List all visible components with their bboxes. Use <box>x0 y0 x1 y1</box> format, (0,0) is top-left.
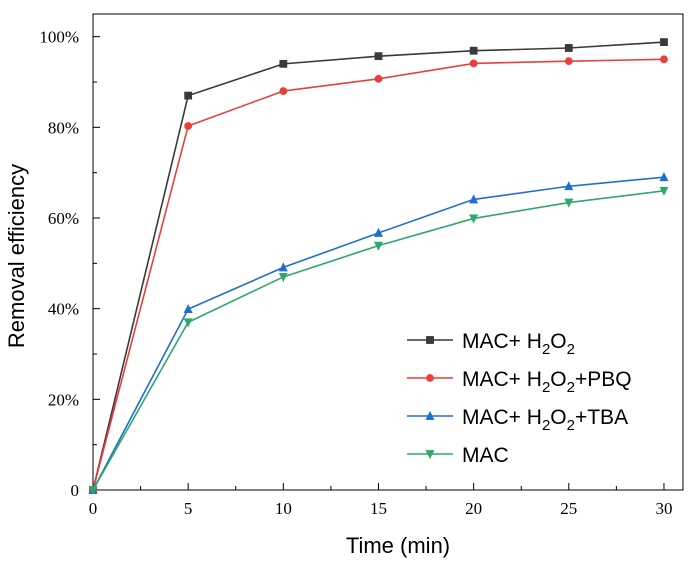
series-layer <box>88 38 669 496</box>
legend-item: MAC+ H2O2 <box>407 330 575 358</box>
legend-marker <box>426 374 434 382</box>
y-tick-label: 80% <box>48 118 79 137</box>
series-4 <box>88 186 669 496</box>
y-tick-label: 0 <box>71 481 80 500</box>
data-point <box>469 59 478 68</box>
legend-subscript: 2 <box>567 379 575 396</box>
legend-subscript: 2 <box>542 379 550 396</box>
x-tick-label: 25 <box>560 499 577 518</box>
data-point <box>374 52 383 61</box>
legend-item: MAC+ H2O2+TBA <box>407 406 628 434</box>
legend-text-part: O <box>550 406 566 429</box>
data-point <box>659 186 669 196</box>
y-tick-label: 40% <box>48 300 79 319</box>
legend-text-part: MAC+ H <box>462 368 542 391</box>
legend-text-part: +TBA <box>575 406 628 429</box>
legend-item: MAC+ H2O2+PBQ <box>407 368 632 396</box>
legend-text-part: O <box>550 330 566 353</box>
legend-marker <box>425 450 435 460</box>
plot-frame <box>92 13 684 491</box>
data-point <box>88 486 98 496</box>
legend-label: MAC+ H2O2+TBA <box>462 406 628 434</box>
y-axis: 0 20% 40% 60% 80% 100% <box>39 28 100 500</box>
legend-subscript: 2 <box>542 417 550 434</box>
x-tick-label: 30 <box>655 499 672 518</box>
x-tick-label: 10 <box>275 499 292 518</box>
legend-label: MAC+ H2O2 <box>462 330 575 358</box>
data-point <box>279 87 288 95</box>
data-point <box>184 91 193 100</box>
series-2 <box>89 55 668 494</box>
x-tick-label: 15 <box>370 499 387 518</box>
data-point <box>469 194 479 204</box>
data-point <box>564 181 574 191</box>
series-line <box>92 176 665 491</box>
legend-label: MAC+ H2O2+PBQ <box>462 368 632 396</box>
legend-text-part: O <box>550 368 566 391</box>
data-point <box>373 227 383 237</box>
data-point <box>564 198 574 208</box>
data-point <box>659 172 669 182</box>
data-point <box>278 273 288 283</box>
y-tick-label: 60% <box>48 209 79 228</box>
data-point <box>183 318 193 328</box>
legend-item: MAC <box>407 444 509 467</box>
legend-marker <box>425 410 435 420</box>
data-point <box>564 57 573 66</box>
legend-text-part: MAC+ H <box>462 330 542 353</box>
x-tick-label: 20 <box>465 499 482 518</box>
data-point <box>469 214 479 224</box>
data-point <box>373 241 383 251</box>
data-point <box>278 262 288 272</box>
data-point <box>184 122 193 130</box>
y-tick-label: 100% <box>39 28 79 47</box>
x-tick-label: 0 <box>89 499 98 518</box>
legend-text-part: MAC <box>462 444 509 467</box>
data-point <box>564 44 573 52</box>
legend-text-part: MAC+ H <box>462 406 542 429</box>
legend-subscript: 2 <box>542 341 550 358</box>
x-tick-label: 5 <box>184 499 193 518</box>
data-point <box>374 74 383 83</box>
series-3 <box>88 172 669 494</box>
data-point <box>183 304 193 314</box>
legend-marker <box>426 336 434 344</box>
legend-subscript: 2 <box>567 417 575 434</box>
data-point <box>660 55 668 64</box>
legend-subscript: 2 <box>567 341 575 358</box>
data-point <box>660 38 668 47</box>
legend-text-part: +PBQ <box>575 368 632 391</box>
x-axis: 0 5 10 15 20 25 30 <box>89 483 672 518</box>
data-point <box>279 59 288 68</box>
data-point <box>469 46 478 55</box>
y-tick-label: 20% <box>48 390 79 409</box>
y-axis-title: Removal efficiency <box>4 164 29 348</box>
x-axis-title: Time (min) <box>346 533 450 558</box>
legend-label: MAC <box>462 444 509 467</box>
